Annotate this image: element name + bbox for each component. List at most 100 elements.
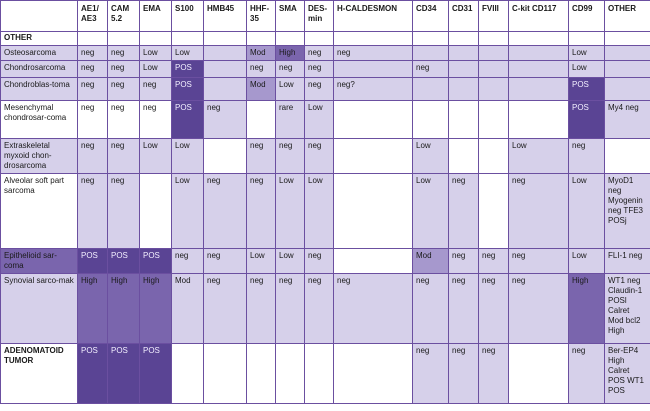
row-label: Osteosarcoma [0, 45, 78, 61]
table-cell [604, 60, 650, 78]
table-cell: neg [508, 248, 569, 274]
table-cell [448, 138, 479, 174]
table-cell: neg [77, 60, 108, 78]
table-cell: Low [275, 248, 305, 274]
table-cell [333, 343, 413, 404]
row-label: Chondroblas-toma [0, 77, 78, 101]
table-cell: POS [568, 100, 605, 139]
section-label: OTHER [0, 31, 78, 46]
table-cell: Low [508, 138, 569, 174]
table-cell: neg [77, 173, 108, 249]
table-cell: neg [171, 248, 204, 274]
table-cell: neg [203, 173, 247, 249]
table-row: Chondrosarcoma neg neg Low POS neg neg neg neg Lo… [0, 60, 650, 78]
table-cell: Low [412, 138, 449, 174]
table-cell [448, 45, 479, 61]
row-label: Extraskeletal myxoid chon-drosarcoma [0, 138, 78, 174]
corner-cell [0, 0, 78, 32]
table-cell: neg [203, 100, 247, 139]
table-cell: neg [304, 248, 334, 274]
table-cell [171, 343, 204, 404]
table-cell [604, 77, 650, 101]
table-cell: neg [568, 138, 605, 174]
table-cell [333, 100, 413, 139]
table-cell: High [107, 273, 140, 344]
table-cell [203, 343, 247, 404]
table-row: Alveolar soft part sarcoma neg neg Low neg ne… [0, 173, 650, 249]
table-cell: neg [568, 343, 605, 404]
table-cell: Low [139, 45, 172, 61]
table-cell: Low [568, 248, 605, 274]
table-cell [246, 100, 276, 139]
table-cell [604, 138, 650, 174]
col-header: CD31 [448, 0, 479, 32]
table-cell: POS [171, 77, 204, 101]
table-cell [604, 45, 650, 61]
table-cell: POS [107, 248, 140, 274]
table-cell: neg [448, 273, 479, 344]
table-cell: neg [203, 273, 247, 344]
table-cell: neg? [333, 77, 413, 101]
table-cell: neg [304, 60, 334, 78]
table-cell [478, 173, 509, 249]
table-cell: neg [508, 273, 569, 344]
table-row: ADENOMATOID TUMOR POS POS POS neg neg neg neg Be… [0, 343, 650, 404]
table-cell: neg [107, 77, 140, 101]
table-cell [508, 60, 569, 78]
table-cell [448, 60, 479, 78]
col-header: CAM 5.2 [107, 0, 140, 32]
table-cell: neg [304, 77, 334, 101]
table-cell: Low [246, 248, 276, 274]
table-cell: Low [171, 173, 204, 249]
table-cell: neg [107, 173, 140, 249]
table-cell [448, 100, 479, 139]
table-cell: neg [107, 138, 140, 174]
table-cell: neg [508, 173, 569, 249]
table-cell: High [139, 273, 172, 344]
table-cell: neg [77, 77, 108, 101]
table-cell: neg [448, 343, 479, 404]
table-cell [412, 77, 449, 101]
table-cell [412, 100, 449, 139]
table-row: Osteosarcoma neg neg Low Low Mod High neg neg Low [0, 45, 650, 61]
table-cell: Low [568, 60, 605, 78]
table-cell: Low [412, 173, 449, 249]
table-cell: Low [139, 60, 172, 78]
table-cell: POS [139, 343, 172, 404]
table-cell: POS [171, 60, 204, 78]
col-header: OTHER [604, 0, 650, 32]
table-cell: POS [568, 77, 605, 101]
table-cell: WT1 neg Claudin-1 POSl Calret Mod bcl2 H… [604, 273, 650, 344]
col-header: H-CALDESMON [333, 0, 413, 32]
table-cell [304, 343, 334, 404]
table-cell [478, 45, 509, 61]
table-cell [478, 100, 509, 139]
table-cell: neg [275, 273, 305, 344]
table-cell: Mod [246, 45, 276, 61]
table-cell: My4 neg [604, 100, 650, 139]
table-cell [508, 343, 569, 404]
table-cell: Ber-EP4 High Calret POS WT1 POS [604, 343, 650, 404]
table-cell: neg [275, 60, 305, 78]
section-row: OTHER [0, 31, 650, 46]
col-header: S100 [171, 0, 204, 32]
table-cell [203, 45, 247, 61]
table-cell [333, 60, 413, 78]
col-header: C-kit CD117 [508, 0, 569, 32]
table-cell: POS [171, 100, 204, 139]
table-cell: POS [139, 248, 172, 274]
table-cell: MyoD1 neg Myogenin neg TFE3 POSj [604, 173, 650, 249]
table-cell: Mod [171, 273, 204, 344]
table-cell: neg [203, 248, 247, 274]
table-row: Synovial sarco-mak High High High Mod neg neg n… [0, 273, 650, 344]
table-cell: neg [107, 60, 140, 78]
table-cell: neg [448, 248, 479, 274]
table-cell [333, 248, 413, 274]
table-cell: neg [304, 45, 334, 61]
table-row: Chondroblas-toma neg neg neg POS Mod Low neg neg… [0, 77, 650, 101]
table-cell: Low [171, 138, 204, 174]
table-cell [448, 77, 479, 101]
row-label: Chondrosarcoma [0, 60, 78, 78]
table-cell: neg [139, 100, 172, 139]
